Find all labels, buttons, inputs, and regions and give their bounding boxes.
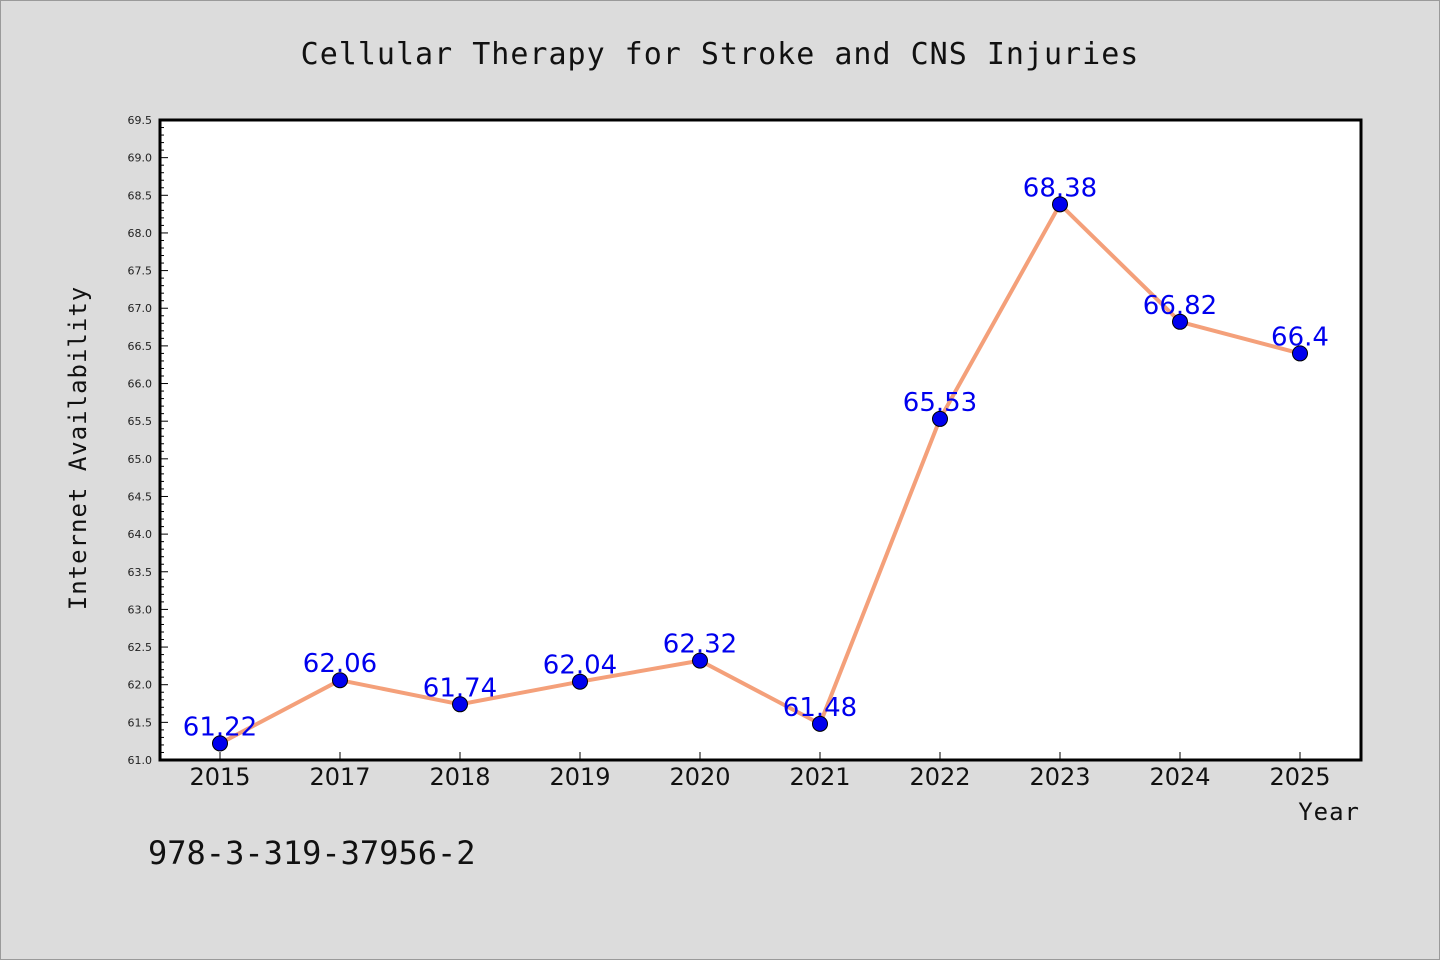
y-tick-label: 63.0	[128, 603, 153, 616]
x-tick-label: 2017	[309, 763, 370, 791]
plot-area	[158, 118, 1363, 762]
x-axis: 2015 2017 2018 2019 2020 2021 2022 2023 2024 2025	[189, 752, 1331, 791]
x-tick-label: 2022	[909, 763, 970, 791]
y-axis: 61.0 61.5 62.0 62.5 63.0 63.5 64.0 64.5 65.0 65.5…	[128, 114, 168, 767]
data-point	[572, 673, 588, 690]
data-point	[212, 735, 228, 752]
x-tick-label: 2021	[789, 763, 850, 791]
data-label: 61.48	[783, 693, 857, 723]
x-tick-label: 2024	[1149, 763, 1210, 791]
series-line	[218, 202, 1302, 746]
data-point	[452, 696, 468, 713]
y-tick-label: 65.0	[128, 453, 153, 466]
data-point	[332, 672, 348, 689]
data-point	[1292, 345, 1308, 362]
isbn-footer: 978-3-319-37956-2	[148, 834, 476, 872]
chart-title: Cellular Therapy for Stroke and CNS Inju…	[301, 37, 1140, 72]
y-tick-label: 69.5	[128, 114, 153, 127]
data-point	[1052, 196, 1068, 213]
y-tick-label: 64.5	[128, 490, 153, 503]
y-tick-label: 69.0	[128, 152, 153, 165]
data-label: 65.53	[903, 388, 977, 418]
y-tick-label: 61.0	[128, 754, 153, 767]
data-point	[812, 715, 828, 732]
y-tick-label: 68.5	[128, 189, 153, 202]
y-tick-label: 62.0	[128, 679, 153, 692]
y-tick-label: 67.0	[128, 302, 153, 315]
data-label: 61.74	[423, 673, 497, 703]
y-tick-label: 63.5	[128, 566, 153, 579]
data-label-layer: 61.22 62.06 61.74 62.04 62.32 61.48 65.53 68.38…	[183, 173, 1329, 742]
y-tick-label: 64.0	[128, 528, 153, 541]
y-tick-label: 62.5	[128, 641, 153, 654]
x-tick-label: 2018	[429, 763, 490, 791]
y-tick-label: 65.5	[128, 415, 153, 428]
y-tick-label: 68.0	[128, 227, 153, 240]
y-tick-label: 61.5	[128, 716, 153, 729]
data-label: 66.4	[1271, 322, 1329, 352]
x-tick-label: 2019	[549, 763, 610, 791]
x-tick-label: 2023	[1029, 763, 1090, 791]
x-tick-label: 2025	[1269, 763, 1330, 791]
data-label: 62.32	[663, 630, 737, 660]
y-axis-label: Internet Availability	[64, 286, 92, 610]
data-point	[932, 410, 948, 427]
x-axis-label: Year	[1298, 798, 1360, 826]
series-layer	[212, 196, 1308, 752]
x-tick-label: 2015	[189, 763, 250, 791]
y-tick-label: 67.5	[128, 265, 153, 278]
y-tick-label: 66.0	[128, 378, 153, 391]
data-label: 61.22	[183, 712, 257, 742]
data-point	[1172, 313, 1188, 330]
x-tick-label: 2020	[669, 763, 730, 791]
data-label: 66.82	[1143, 291, 1217, 321]
data-label: 62.06	[303, 649, 377, 679]
data-label: 62.04	[543, 651, 617, 681]
y-tick-label: 66.5	[128, 340, 153, 353]
data-label: 68.38	[1023, 173, 1097, 203]
data-point	[692, 652, 708, 669]
